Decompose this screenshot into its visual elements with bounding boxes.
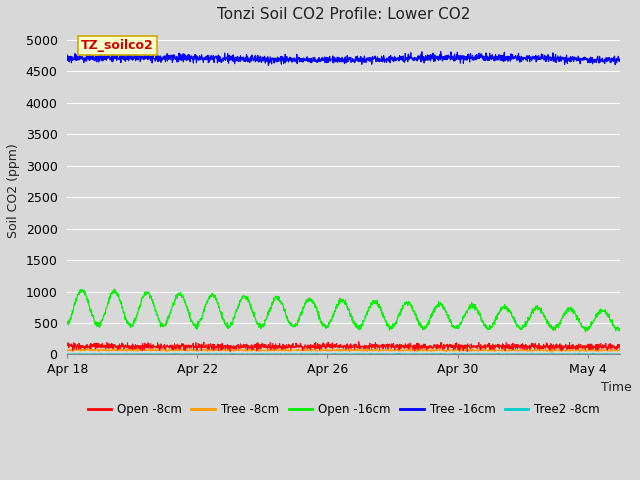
Open -16cm [582, 329, 589, 335]
Tree -8cm [63, 348, 71, 354]
Tree -16cm [318, 56, 326, 62]
Tree2 -8cm [616, 351, 624, 357]
Tree -16cm [63, 52, 71, 58]
Open -16cm [601, 308, 609, 313]
Tree -8cm [601, 348, 609, 353]
Tree -8cm [600, 347, 608, 353]
Open -8cm [600, 343, 608, 349]
Tree -8cm [92, 347, 99, 353]
Tree -8cm [616, 348, 624, 354]
Tree -16cm [600, 57, 608, 62]
Open -8cm [499, 344, 507, 349]
Open -16cm [63, 321, 71, 326]
Tree2 -8cm [601, 351, 609, 357]
Tree2 -8cm [499, 351, 507, 357]
Tree -16cm [437, 49, 445, 55]
Open -16cm [616, 325, 624, 331]
Tree -16cm [92, 55, 99, 61]
Tree2 -8cm [318, 351, 326, 357]
Tree -16cm [499, 52, 507, 58]
Tree2 -8cm [280, 351, 287, 357]
Line: Tree -8cm: Tree -8cm [67, 348, 620, 352]
Open -8cm [601, 345, 609, 350]
Open -16cm [600, 309, 608, 314]
Open -8cm [616, 346, 624, 352]
Open -16cm [92, 322, 99, 327]
Tree2 -8cm [600, 351, 608, 357]
Tree2 -8cm [63, 351, 71, 357]
Tree2 -8cm [97, 351, 105, 357]
Tree -16cm [264, 62, 272, 68]
Open -8cm [92, 346, 99, 351]
Open -16cm [333, 303, 340, 309]
Open -16cm [499, 304, 507, 310]
Line: Open -8cm: Open -8cm [67, 342, 620, 351]
Open -8cm [63, 341, 71, 347]
Tree -8cm [372, 346, 380, 351]
Open -16cm [111, 287, 118, 292]
Open -8cm [332, 343, 340, 349]
Title: Tonzi Soil CO2 Profile: Lower CO2: Tonzi Soil CO2 Profile: Lower CO2 [217, 7, 470, 22]
Tree -16cm [616, 57, 624, 63]
Open -8cm [317, 344, 325, 349]
Tree -16cm [601, 60, 609, 66]
Line: Open -16cm: Open -16cm [67, 289, 620, 332]
Line: Tree -16cm: Tree -16cm [67, 52, 620, 65]
X-axis label: Time: Time [600, 381, 631, 394]
Open -16cm [318, 319, 326, 324]
Tree -8cm [317, 347, 325, 352]
Tree2 -8cm [333, 351, 340, 357]
Tree -8cm [548, 349, 556, 355]
Legend: Open -8cm, Tree -8cm, Open -16cm, Tree -16cm, Tree2 -8cm: Open -8cm, Tree -8cm, Open -16cm, Tree -… [83, 398, 605, 420]
Tree -8cm [332, 348, 340, 353]
Tree -16cm [333, 59, 340, 64]
Open -8cm [355, 339, 363, 345]
Tree -8cm [499, 348, 507, 353]
Tree2 -8cm [92, 351, 99, 357]
Text: TZ_soilco2: TZ_soilco2 [81, 39, 154, 52]
Y-axis label: Soil CO2 (ppm): Soil CO2 (ppm) [7, 144, 20, 238]
Open -8cm [463, 348, 471, 354]
